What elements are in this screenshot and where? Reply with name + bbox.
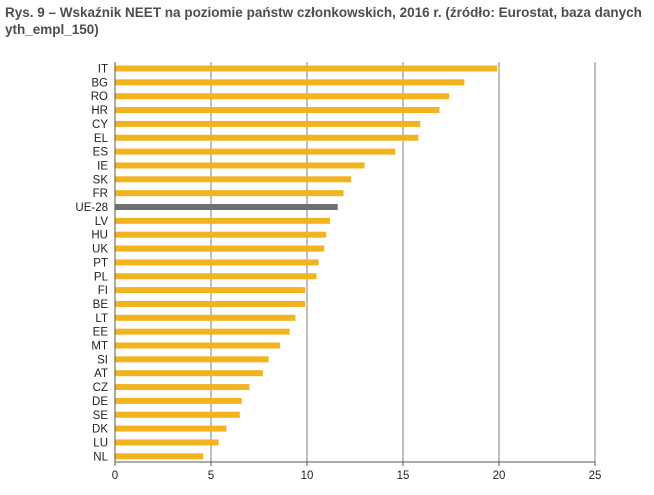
category-label: BE (93, 299, 109, 311)
bar-pt (115, 259, 319, 266)
bar-ie (115, 162, 365, 169)
category-label: RO (91, 91, 108, 103)
category-label: PT (93, 257, 108, 269)
bar-hu (115, 231, 327, 238)
category-label: LU (93, 437, 108, 449)
chart-caption: Rys. 9 – Wskaźnik NEET na poziomie państ… (5, 5, 642, 37)
category-label: NL (93, 451, 108, 463)
bar-uk (115, 245, 325, 252)
bar-cy (115, 120, 421, 127)
bar-sk (115, 176, 352, 183)
category-label: UE-28 (75, 202, 108, 214)
bar-lu (115, 439, 219, 446)
x-tick-label: 0 (112, 470, 118, 482)
bar-se (115, 411, 240, 418)
category-label: IT (98, 64, 108, 76)
category-label: CZ (93, 382, 108, 394)
category-label: IE (97, 160, 108, 172)
axis-layer: 0 5 10 15 20 25 (112, 62, 602, 482)
bar-es (115, 148, 396, 155)
x-tick-label: 15 (397, 470, 410, 482)
bar-hr (115, 107, 440, 114)
bar-si (115, 356, 269, 363)
category-label: SE (93, 410, 109, 422)
bar-el (115, 134, 419, 141)
x-tick-label: 10 (301, 470, 314, 482)
bar-at (115, 370, 263, 377)
bar-ee (115, 328, 290, 335)
category-label: DK (92, 424, 108, 436)
category-label: HR (91, 105, 108, 117)
category-label: EL (94, 133, 109, 145)
bar-it (115, 65, 498, 72)
category-label: PL (94, 271, 109, 283)
bar-bg (115, 79, 465, 86)
bar-dk (115, 425, 227, 432)
category-label: HU (91, 230, 108, 242)
x-tick-label: 20 (493, 470, 506, 482)
bar-mt (115, 342, 281, 349)
category-label: AT (94, 368, 108, 380)
bar-be (115, 300, 306, 307)
category-label: EE (93, 327, 109, 339)
bar-lt (115, 314, 296, 321)
bar-fr (115, 190, 344, 197)
category-label: SK (93, 174, 109, 186)
category-label: UK (92, 244, 108, 256)
bar-de (115, 397, 242, 404)
bar-cz (115, 384, 250, 391)
bar-pl (115, 273, 317, 280)
category-label: FR (93, 188, 108, 200)
bar-ue-28 (115, 204, 338, 210)
x-tick-label: 5 (208, 470, 214, 482)
bar-fi (115, 287, 306, 294)
bar-lv (115, 217, 331, 224)
bar-ro (115, 93, 450, 100)
category-label: BG (91, 77, 108, 89)
bar-nl (115, 453, 204, 460)
category-label: FI (98, 285, 108, 297)
category-label: SI (97, 354, 108, 366)
category-label: ES (93, 147, 109, 159)
category-label: MT (91, 341, 108, 353)
x-tick-label: 25 (589, 470, 602, 482)
category-label: CY (92, 119, 108, 131)
category-label: LV (95, 216, 109, 228)
category-label: DE (92, 396, 108, 408)
category-label: LT (95, 313, 108, 325)
bar-layer (115, 65, 498, 460)
